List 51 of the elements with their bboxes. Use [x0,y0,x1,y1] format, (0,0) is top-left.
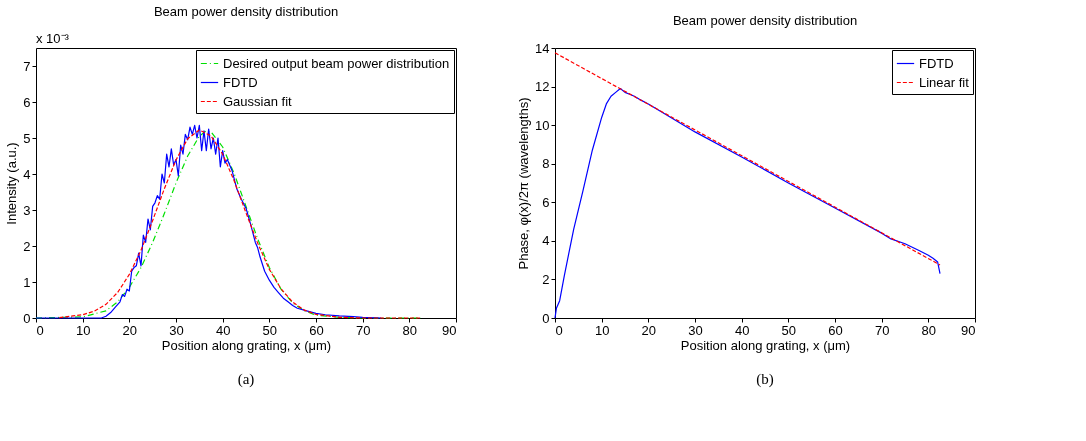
legend-label: FDTD [223,74,258,90]
chart-title: Beam power density distribution [153,4,339,19]
y-tick-label: 0 [542,310,550,326]
legend-label: Gaussian fit [223,93,293,109]
y-tick-label: 5 [23,130,31,146]
x-tick-label: 90 [961,322,976,338]
y-tick-label: 2 [23,238,31,254]
y-tick-label: 12 [535,79,550,95]
legend-label: Desired output beam power distribution [223,55,450,71]
x-tick-label: 20 [641,322,657,338]
y-tick-label: 8 [542,156,550,172]
x-axis-title: Position along grating, x (μm) [161,337,332,353]
y-tick-label: 4 [23,166,31,182]
y-tick-label: 0 [23,310,31,326]
y-tick-label: 10 [535,117,550,133]
y-tick-label: 7 [23,58,31,74]
y-axis-title: Intensity (a.u.) [4,142,20,225]
text: (a) [237,371,255,388]
x-tick-label: 30 [688,322,703,338]
legend-label: Linear fit [919,74,970,90]
x-tick-label: 90 [442,322,457,338]
chart-title: Beam power density distribution [672,13,858,28]
y-tick-label: 6 [23,94,31,110]
x-tick-label: 0 [36,322,44,338]
y-tick-label: 4 [542,233,550,249]
legend-label: FDTD [919,55,954,71]
y-tick-label: 14 [535,40,550,56]
x-tick-label: 10 [75,322,91,338]
x-tick-label: 20 [122,322,138,338]
text: (b) [756,371,774,388]
x-tick-label: 40 [734,322,750,338]
x-tick-label: 30 [169,322,184,338]
line-series [554,87,941,319]
x-tick-label: 40 [215,322,231,338]
x-tick-label: 50 [262,322,278,338]
x-tick-label: 80 [921,322,937,338]
y-tick-label: 6 [542,194,550,210]
x-tick-label: 60 [828,322,843,338]
x-tick-label: 70 [874,322,890,338]
x-tick-label: 10 [594,322,610,338]
x-tick-label: 50 [781,322,797,338]
y-axis-title: Phase, φ(x)/2π (wavelengths) [516,97,532,270]
y-tick-label: 2 [542,271,550,287]
text: x 10⁻³ [36,31,70,46]
y-tick-label: 1 [23,274,31,290]
x-tick-label: 0 [555,322,563,338]
x-axis-title: Position along grating, x (μm) [680,337,851,353]
x-tick-label: 60 [309,322,324,338]
y-tick-label: 3 [23,202,31,218]
x-tick-label: 80 [402,322,418,338]
x-tick-label: 70 [355,322,371,338]
